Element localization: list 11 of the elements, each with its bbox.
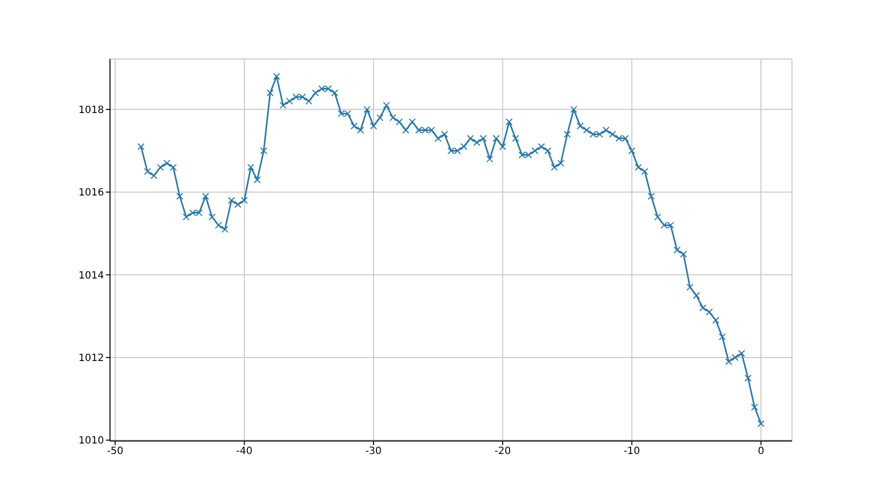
- y-tick-label: 1010: [78, 436, 104, 447]
- y-tick-label: 1014: [78, 270, 104, 282]
- y-tick-label: 1012: [78, 353, 104, 364]
- x-tick-label: -20: [494, 446, 511, 458]
- y-tick-label: 1016: [78, 188, 104, 199]
- x-tick-label: -10: [624, 446, 640, 458]
- x-tick-label: -30: [365, 446, 382, 458]
- x-tick-label: 0: [758, 446, 764, 458]
- y-tick-label: 1018: [78, 104, 104, 116]
- x-tick-label: -40: [236, 446, 253, 458]
- x-tick-label: -50: [106, 446, 124, 458]
